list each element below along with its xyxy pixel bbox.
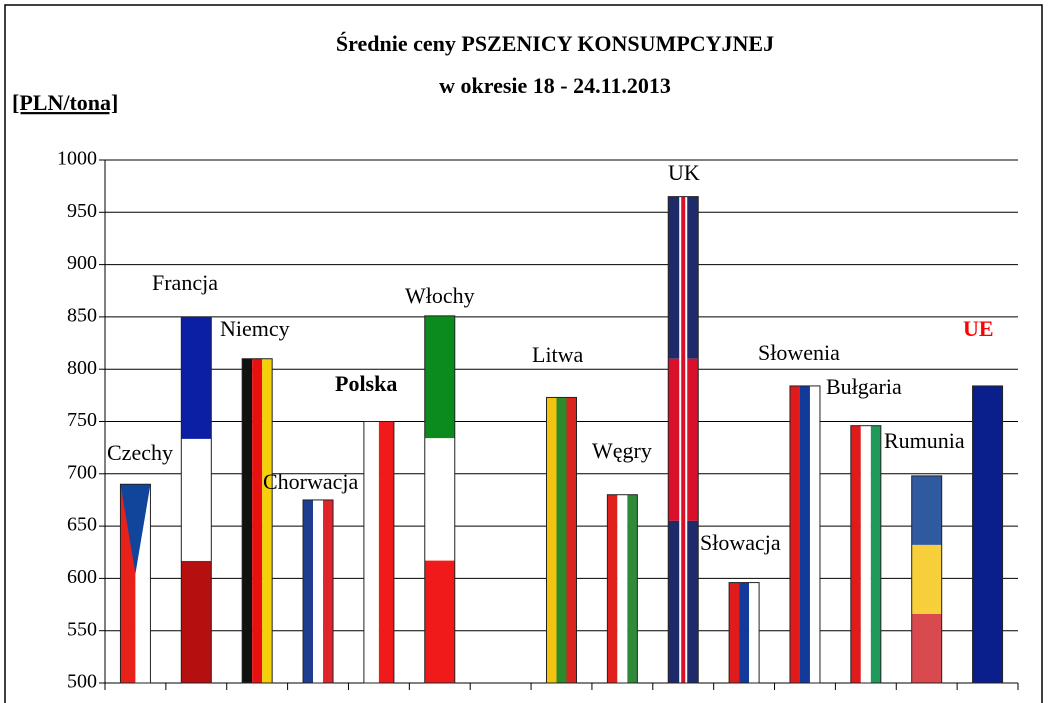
y-tick-label: 850 [67, 304, 97, 326]
y-tick-label: 650 [67, 514, 97, 536]
y-tick-label: 800 [67, 357, 97, 379]
bar-stripe [424, 315, 455, 439]
bar-stripe [617, 494, 628, 683]
data-label: Rumunia [884, 428, 965, 453]
bar-stripe [120, 484, 151, 574]
data-label: UE [963, 316, 994, 341]
bar-stripe [313, 499, 324, 683]
y-tick-label: 700 [67, 461, 97, 483]
bar-stripe [607, 494, 618, 683]
bar [302, 499, 334, 684]
bar-stripe [566, 397, 577, 683]
y-axis-label: [PLN/tona] [12, 90, 118, 115]
data-label: Słowenia [758, 340, 840, 365]
bar-stripe [181, 438, 212, 561]
bar-stripe [789, 385, 800, 683]
bar [667, 196, 699, 684]
y-tick-label: 500 [67, 671, 97, 693]
bar-outline [728, 582, 760, 684]
data-label: Litwa [532, 342, 584, 367]
bar-outline [180, 316, 212, 684]
data-label: Słowacja [700, 530, 781, 555]
bar [424, 315, 456, 684]
bar-stripe [181, 560, 212, 683]
data-label: UK [668, 160, 700, 185]
data-label: Niemcy [220, 316, 290, 341]
chart-border [4, 4, 1043, 703]
bar-stripe [546, 397, 557, 683]
data-label: Chorwacja [263, 469, 359, 494]
bar-stripe [424, 438, 455, 561]
bar-stripe [556, 397, 567, 683]
bar-stripe [729, 582, 740, 683]
bar [241, 358, 273, 684]
bar-outline [363, 421, 395, 684]
bar-outline [911, 475, 943, 684]
y-tick-label: 750 [67, 409, 97, 431]
bar-stripe [809, 385, 820, 683]
bar-stripe [181, 316, 212, 439]
bar-outline [546, 396, 577, 684]
bar [972, 385, 1004, 684]
bar-stripe [799, 385, 810, 683]
bar [911, 475, 943, 684]
bar-stripe [262, 358, 273, 683]
bar-stripe [424, 560, 455, 683]
bar [728, 582, 760, 684]
data-label: Bułgaria [826, 374, 902, 399]
bar-stripe [378, 421, 394, 683]
bar-outline [302, 499, 334, 684]
bar-stripe [363, 421, 379, 683]
bar-stripe [242, 358, 253, 683]
bar [119, 483, 151, 684]
bar-stripe [911, 613, 942, 683]
bar-stripe [911, 475, 942, 545]
bar-stripe [739, 582, 750, 683]
bar-outline [972, 385, 1004, 684]
y-tick-label: 900 [67, 252, 97, 274]
data-label: Polska [335, 371, 397, 396]
bar [789, 385, 821, 684]
bar-stripe [972, 385, 1003, 683]
bar-stripe [252, 358, 263, 683]
bar [363, 421, 395, 684]
bar-outline [667, 196, 699, 684]
bar-stripe [681, 196, 686, 684]
y-tick-label: 950 [67, 200, 97, 222]
bar-outline [789, 385, 821, 684]
bar-stripe [911, 544, 942, 614]
data-label: Francja [152, 270, 218, 295]
y-tick-label: 1000 [57, 148, 97, 170]
data-label: Czechy [107, 440, 173, 465]
bar-outline [424, 315, 456, 684]
data-label: Włochy [405, 283, 475, 308]
bar [850, 425, 882, 684]
bar [180, 316, 212, 684]
bar-outline [850, 425, 882, 684]
bar-outline [119, 483, 151, 684]
bar-stripe [860, 425, 871, 683]
bar-stripe [870, 425, 881, 683]
y-tick-label: 600 [67, 566, 97, 588]
chart-subtitle: w okresie 18 - 24.11.2013 [439, 73, 671, 98]
data-label: Węgry [592, 438, 652, 463]
bar-outline [606, 494, 638, 684]
y-tick-label: 550 [67, 618, 97, 640]
bar-stripe [627, 494, 638, 683]
bar-stripe [749, 582, 760, 683]
bar-outline [241, 358, 273, 684]
chart-title: Średnie ceny PSZENICY KONSUMPCYJNEJ [336, 31, 774, 56]
bar-stripe [323, 499, 334, 683]
bar-stripe [850, 425, 861, 683]
bar-stripe [303, 499, 314, 683]
bar [546, 396, 577, 684]
bar [606, 494, 638, 684]
